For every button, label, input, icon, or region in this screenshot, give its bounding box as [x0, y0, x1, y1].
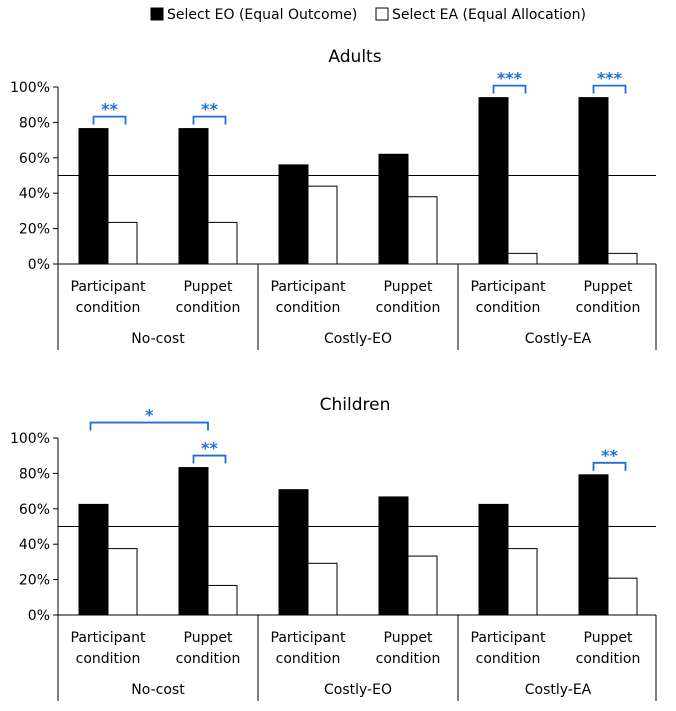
bar-eo — [578, 97, 609, 265]
legend-swatch-eo — [150, 7, 164, 21]
y-tick-label: 0% — [28, 608, 50, 624]
bar-ea — [307, 562, 338, 616]
x-tick-label: condition — [176, 300, 241, 316]
bar-eo — [278, 164, 309, 265]
significance-label: ** — [201, 100, 218, 119]
bar-ea — [207, 221, 238, 265]
chart-title: Adults — [328, 47, 381, 67]
x-tick-label: condition — [276, 651, 341, 667]
bar-eo — [178, 128, 209, 265]
significance-bracket — [192, 115, 227, 125]
bar-eo — [378, 496, 409, 616]
x-tick-label: condition — [176, 651, 241, 667]
x-tick-label: condition — [376, 300, 441, 316]
significance-label: ** — [601, 446, 618, 465]
x-tick-label: Puppet — [184, 279, 233, 295]
y-tick-label: 60% — [19, 151, 50, 167]
bar-ea — [207, 584, 238, 616]
group-label: No-cost — [131, 682, 185, 698]
x-tick-label: Puppet — [584, 279, 633, 295]
x-tick-label: Participant — [471, 279, 546, 295]
bar-ea — [607, 577, 638, 616]
significance-label: ** — [101, 100, 118, 119]
children-panel: Children 0% 20% 40% 60% 80% 100% Participant co… — [10, 395, 657, 701]
bar-eo — [278, 489, 309, 616]
x-tick-label: condition — [476, 300, 541, 316]
significance-bracket — [492, 84, 527, 94]
x-tick-label: condition — [376, 651, 441, 667]
bar-eo — [78, 128, 109, 265]
legend-swatch-ea — [375, 7, 389, 21]
significance-bracket — [592, 461, 627, 471]
significance-label: ** — [201, 439, 218, 458]
significance-label: * — [145, 406, 154, 425]
x-tick-label: condition — [476, 651, 541, 667]
group-label: Costly-EA — [525, 682, 592, 698]
x-tick-label: Puppet — [384, 279, 433, 295]
bar-ea — [307, 185, 338, 265]
x-tick-label: condition — [576, 651, 641, 667]
legend-label-eo: Select EO (Equal Outcome) — [167, 7, 357, 23]
significance-bracket — [92, 115, 127, 125]
x-tick-label: Participant — [71, 630, 146, 646]
x-tick-label: Participant — [471, 630, 546, 646]
significance-bracket — [89, 421, 209, 431]
group-label: Costly-EO — [324, 682, 392, 698]
bar-eo — [178, 467, 209, 616]
bar-eo — [578, 474, 609, 616]
bar-ea — [407, 555, 438, 616]
adults-panel: Adults 0% 20% 40% 60% 80% 100% Participant cond… — [10, 47, 657, 350]
x-tick-label: condition — [276, 300, 341, 316]
bar-ea — [507, 548, 538, 616]
bar-ea — [107, 221, 138, 265]
x-tick-label: Participant — [71, 279, 146, 295]
y-tick-label: 100% — [10, 431, 50, 447]
group-label: No-cost — [131, 331, 185, 347]
y-tick-label: 100% — [10, 80, 50, 96]
x-tick-label: Puppet — [184, 630, 233, 646]
x-tick-label: condition — [576, 300, 641, 316]
bar-eo — [478, 503, 509, 616]
y-tick-label: 80% — [19, 466, 50, 482]
y-tick-label: 20% — [19, 573, 50, 589]
y-tick-label: 60% — [19, 502, 50, 518]
bar-ea — [607, 252, 638, 265]
legend-label-ea: Select EA (Equal Allocation) — [392, 7, 586, 23]
group-label: Costly-EO — [324, 331, 392, 347]
significance-bracket — [192, 454, 227, 464]
x-tick-label: Participant — [271, 279, 346, 295]
chart-title: Children — [320, 395, 391, 415]
group-label: Costly-EA — [525, 331, 592, 347]
significance-label: *** — [597, 69, 623, 88]
y-tick-label: 80% — [19, 115, 50, 131]
y-tick-label: 0% — [28, 257, 50, 273]
y-tick-label: 40% — [19, 186, 50, 202]
bar-ea — [107, 548, 138, 616]
bar-eo — [78, 503, 109, 616]
x-tick-label: condition — [76, 300, 141, 316]
significance-bracket — [592, 84, 627, 94]
bar-ea — [407, 196, 438, 265]
bar-eo — [478, 97, 509, 265]
significance-label: *** — [497, 69, 523, 88]
legend: Select EO (Equal Outcome) Select EA (Equ… — [150, 7, 586, 23]
y-tick-label: 40% — [19, 537, 50, 553]
x-tick-label: condition — [76, 651, 141, 667]
x-tick-label: Participant — [271, 630, 346, 646]
x-tick-label: Puppet — [584, 630, 633, 646]
x-tick-label: Puppet — [384, 630, 433, 646]
bar-eo — [378, 153, 409, 265]
y-tick-label: 20% — [19, 222, 50, 238]
bar-ea — [507, 252, 538, 265]
